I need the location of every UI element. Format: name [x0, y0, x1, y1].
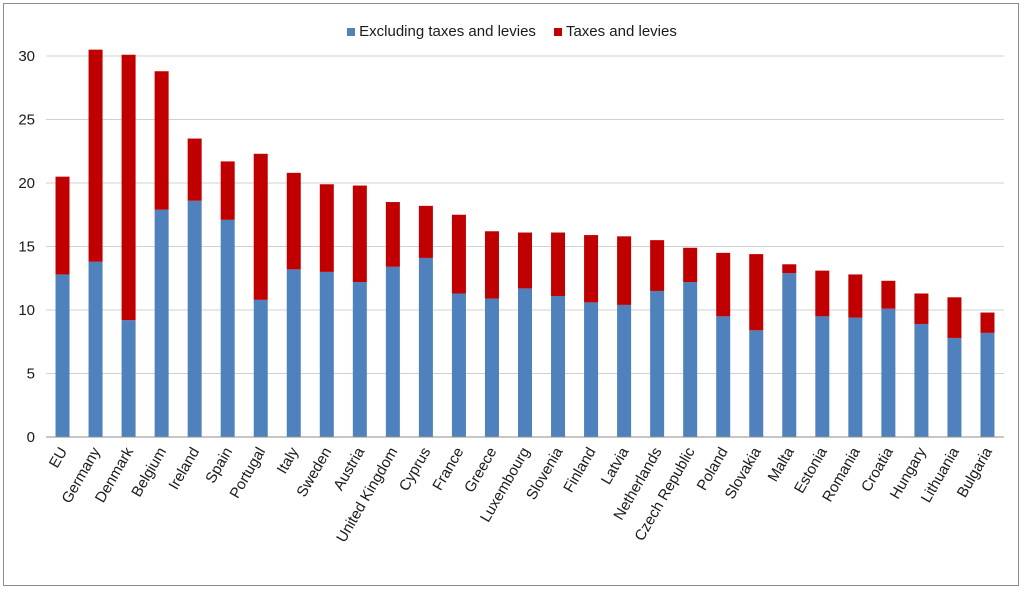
bar-taxes [881, 280, 896, 309]
bar-excluding-taxes [451, 293, 466, 437]
bar-taxes [352, 185, 367, 283]
x-category-label: Italy [274, 444, 303, 477]
y-tick-label: 15 [18, 239, 35, 256]
bar-excluding-taxes [154, 209, 169, 437]
bar-excluding-taxes [484, 298, 499, 437]
bar-excluding-taxes [914, 323, 929, 437]
y-tick-label: 20 [18, 175, 35, 192]
bar-excluding-taxes [518, 288, 532, 437]
bar-excluding-taxes [947, 337, 962, 437]
bar-taxes [815, 270, 830, 317]
x-category-label: Ireland [165, 445, 203, 493]
bar-excluding-taxes [716, 316, 731, 437]
bar-excluding-taxes [749, 330, 764, 437]
bar-taxes [154, 71, 169, 210]
bar-excluding-taxes [121, 320, 136, 437]
x-category-label: Finland [560, 445, 599, 496]
legend: Excluding taxes and levies Taxes and lev… [0, 23, 1024, 40]
bar-taxes [253, 153, 268, 300]
bar-excluding-taxes [980, 332, 995, 437]
bar-taxes [121, 54, 136, 321]
bar-taxes [385, 202, 400, 267]
legend-item-taxes: Taxes and levies [553, 23, 677, 40]
bar-taxes [518, 232, 532, 289]
bar-taxes [319, 184, 334, 272]
bar-taxes [947, 297, 962, 338]
legend-label: Taxes and levies [565, 23, 677, 40]
bar-excluding-taxes [352, 282, 367, 437]
bar-taxes [451, 214, 466, 294]
legend-swatch-red [553, 27, 562, 36]
y-tick-label: 30 [18, 48, 35, 65]
x-category-label: Malta [765, 444, 798, 485]
bar-taxes [683, 247, 698, 283]
x-category-label: EU [46, 445, 71, 472]
bar-excluding-taxes [848, 317, 863, 437]
x-category-label: Cyprus [396, 445, 434, 495]
bar-excluding-taxes [55, 274, 70, 437]
bar-excluding-taxes [815, 316, 830, 437]
bar-taxes [749, 254, 764, 331]
legend-swatch-blue [347, 27, 356, 36]
bar-taxes [848, 274, 863, 318]
y-tick-label: 10 [18, 302, 35, 319]
bar-excluding-taxes [187, 200, 202, 437]
bar-taxes [187, 138, 202, 201]
bar-taxes [980, 312, 995, 333]
bar-excluding-taxes [683, 282, 698, 437]
bar-taxes [418, 205, 433, 258]
y-tick-label: 25 [18, 112, 35, 129]
bar-excluding-taxes [220, 219, 235, 437]
bar-excluding-taxes [253, 299, 268, 437]
y-tick-label: 0 [27, 429, 35, 446]
bar-taxes [88, 49, 103, 262]
bar-taxes [286, 172, 301, 270]
bar-taxes [220, 161, 235, 220]
legend-label: Excluding taxes and levies [359, 23, 536, 40]
bar-taxes [551, 232, 566, 297]
y-axis-ticks: 0 5 10 15 20 25 30 [18, 48, 35, 446]
bar-taxes [914, 293, 929, 324]
bar-taxes [55, 176, 70, 275]
bar-taxes [584, 235, 599, 303]
bar-excluding-taxes [650, 290, 665, 437]
bar-excluding-taxes [584, 302, 599, 437]
x-category-label: United Kingdom [333, 445, 401, 546]
bar-taxes [782, 264, 797, 274]
bar-excluding-taxes [551, 296, 566, 437]
bar-excluding-taxes [881, 308, 896, 437]
x-category-label: Spain [202, 445, 236, 487]
legend-item-excluding-taxes: Excluding taxes and levies [347, 23, 536, 40]
bar-excluding-taxes [385, 266, 400, 437]
bar-taxes [617, 236, 632, 305]
bar-excluding-taxes [88, 261, 103, 437]
bars [55, 49, 995, 437]
bar-excluding-taxes [782, 273, 797, 437]
bar-excluding-taxes [617, 304, 632, 437]
bar-excluding-taxes [319, 271, 334, 437]
bar-excluding-taxes [286, 269, 301, 437]
bar-excluding-taxes [418, 257, 433, 437]
x-category-label: Latvia [598, 444, 633, 488]
bar-taxes [716, 252, 731, 317]
y-tick-label: 5 [27, 366, 35, 383]
bar-taxes [650, 240, 665, 291]
bar-taxes [484, 231, 499, 299]
